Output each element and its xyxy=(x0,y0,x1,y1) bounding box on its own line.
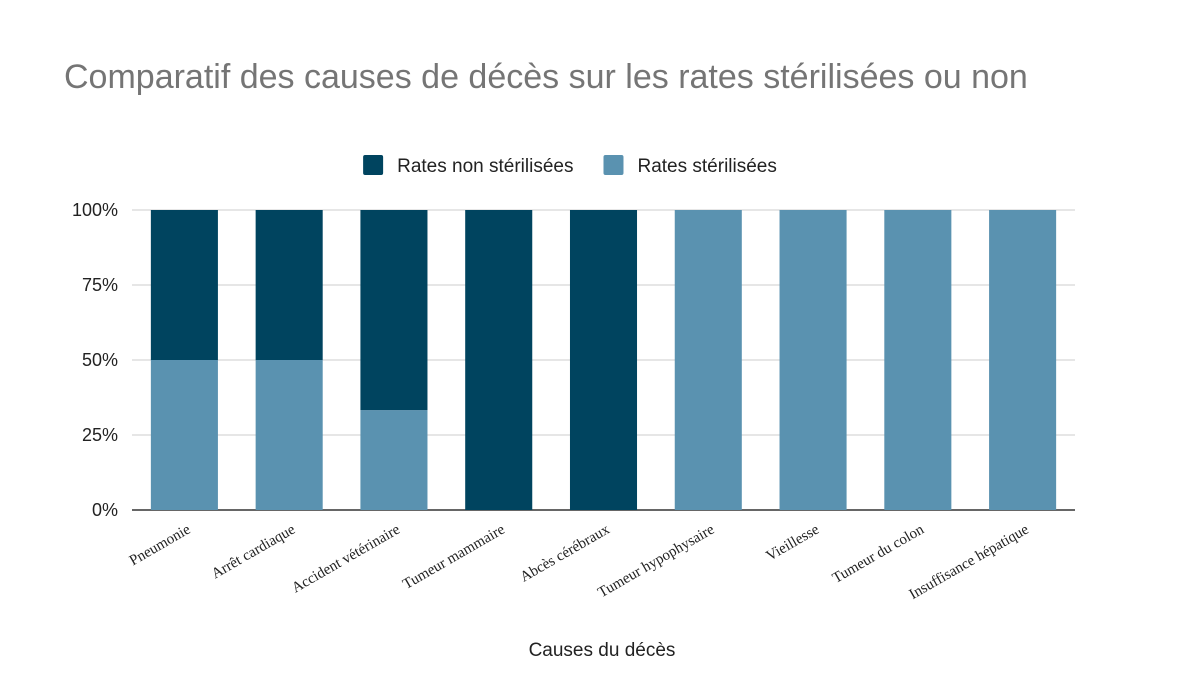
x-tick-label: Abcès cérébraux xyxy=(518,521,613,585)
x-tick-label: Vieillesse xyxy=(764,521,823,564)
bar-segment xyxy=(360,410,428,510)
bar-segment xyxy=(360,210,428,411)
legend-label: Rates stérilisées xyxy=(637,156,776,177)
y-axis-ticks: 0% 25% 50% 75% 100% xyxy=(72,200,118,520)
legend-label: Rates non stérilisées xyxy=(397,156,573,177)
bar-segment xyxy=(150,210,218,360)
bar-segment xyxy=(779,210,847,510)
bars xyxy=(150,210,1057,510)
bar-segment xyxy=(569,210,638,510)
x-tick-label: Tumeur du colon xyxy=(830,521,927,586)
bar-segment xyxy=(989,210,1057,510)
legend: Rates non stérilisées Rates stérilisées xyxy=(363,155,777,177)
x-tick-label: Arrêt cardiaque xyxy=(209,521,298,582)
bar-segment xyxy=(674,210,742,510)
x-axis-title: Causes du décès xyxy=(529,640,676,661)
x-tick-label: Tumeur hypophysaire xyxy=(595,521,717,601)
y-tick-label: 50% xyxy=(82,350,118,370)
bar-segment xyxy=(884,210,952,510)
x-tick-label: Pneumonie xyxy=(127,521,194,569)
legend-swatch xyxy=(363,155,384,175)
y-tick-label: 100% xyxy=(72,200,118,220)
chart-title: Comparatif des causes de décès sur les r… xyxy=(64,58,1028,96)
legend-swatch xyxy=(603,155,624,175)
bar-segment xyxy=(150,360,218,510)
x-tick-label: Tumeur mammaire xyxy=(400,521,508,592)
y-tick-label: 75% xyxy=(82,275,118,295)
bar-segment xyxy=(255,360,323,510)
y-tick-label: 0% xyxy=(92,500,118,520)
x-tick-label: Accident vétérinaire xyxy=(289,521,403,596)
bar-segment xyxy=(465,210,533,510)
y-tick-label: 25% xyxy=(82,425,118,445)
bar-segment xyxy=(255,210,323,360)
